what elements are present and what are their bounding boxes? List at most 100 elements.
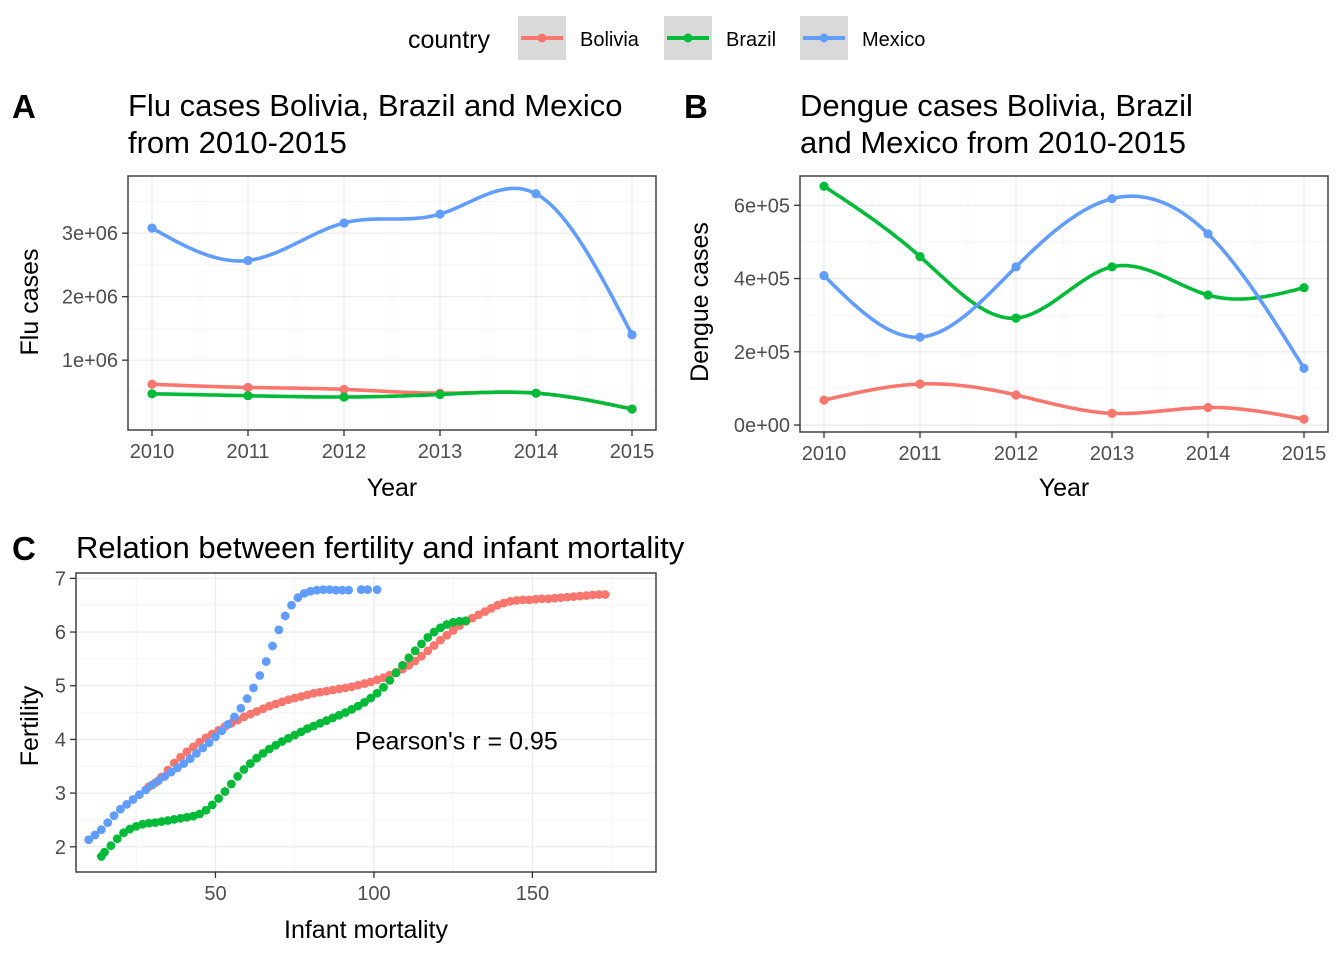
panel-b-x-axis-label: Year bbox=[1039, 474, 1090, 502]
data-point-brazil bbox=[1299, 283, 1309, 293]
data-point-brazil bbox=[410, 646, 420, 656]
data-point-mexico bbox=[160, 772, 170, 781]
data-point-mexico bbox=[255, 671, 265, 680]
panel-b-dengue-chart: B Dengue cases Bolivia, Brazil and Mexic… bbox=[684, 88, 1329, 502]
x-tick-label: 2011 bbox=[226, 441, 269, 463]
data-point-bolivia bbox=[404, 660, 414, 670]
data-point-brazil bbox=[147, 389, 157, 399]
panel-c-tag: C bbox=[12, 530, 36, 567]
data-point-bolivia bbox=[550, 593, 559, 603]
panel-a-y-axis-label: Flu cases bbox=[16, 249, 44, 356]
data-point-brazil bbox=[1107, 262, 1117, 272]
data-point-brazil bbox=[252, 753, 262, 763]
x-tick-label: 150 bbox=[516, 883, 549, 905]
data-point-bolivia bbox=[448, 626, 458, 635]
data-point-mexico bbox=[287, 600, 296, 610]
panel-c-plot-area: 50 100 150 2 3 4 5 6 7 Pearson's r = 0.95 bbox=[55, 568, 657, 905]
data-point-bolivia bbox=[442, 630, 452, 640]
y-tick-label: 2e+05 bbox=[734, 342, 790, 364]
data-point-brazil bbox=[417, 639, 426, 649]
data-point-mexico bbox=[1011, 262, 1021, 272]
y-tick-label: 5 bbox=[55, 676, 66, 698]
x-tick-label: 2013 bbox=[1090, 443, 1135, 465]
data-point-mexico bbox=[242, 694, 252, 704]
panel-b-title-line-2: and Mexico from 2010-2015 bbox=[800, 125, 1186, 160]
data-point-bolivia bbox=[543, 594, 553, 604]
data-point-brazil bbox=[96, 852, 106, 861]
data-point-brazil bbox=[207, 800, 217, 810]
panel-border bbox=[799, 175, 1329, 433]
data-point-brazil bbox=[150, 818, 160, 828]
data-point-mexico bbox=[249, 683, 258, 693]
x-tick-label: 50 bbox=[204, 883, 226, 905]
data-point-mexico bbox=[299, 588, 309, 598]
data-point-mexico bbox=[337, 585, 347, 595]
x-tick-label: 2015 bbox=[1282, 443, 1327, 465]
data-point-brazil bbox=[112, 834, 122, 844]
data-point-brazil bbox=[239, 765, 249, 774]
data-point-brazil bbox=[366, 693, 376, 703]
data-point-bolivia bbox=[436, 635, 445, 645]
x-tick-label: 100 bbox=[357, 883, 390, 905]
data-point-brazil bbox=[436, 623, 445, 633]
data-point-mexico bbox=[325, 585, 334, 595]
y-tick-label: 6 bbox=[55, 622, 66, 644]
data-point-mexico bbox=[154, 776, 163, 786]
data-point-brazil bbox=[258, 748, 268, 758]
y-tick-label: 0e+00 bbox=[734, 415, 790, 437]
data-point-bolivia bbox=[581, 591, 591, 600]
data-point-brazil bbox=[119, 828, 128, 838]
data-point-brazil bbox=[277, 737, 287, 746]
data-point-bolivia bbox=[1299, 414, 1309, 424]
data-point-mexico bbox=[819, 271, 829, 281]
panel-b-tag: B bbox=[684, 88, 708, 125]
x-tick-label: 2010 bbox=[802, 443, 847, 465]
data-point-brazil bbox=[404, 653, 414, 663]
data-point-mexico bbox=[356, 585, 366, 595]
data-point-mexico bbox=[122, 799, 132, 809]
panel-b-title-line-1: Dengue cases Bolivia, Brazil bbox=[800, 88, 1193, 123]
data-point-bolivia bbox=[524, 595, 534, 605]
data-point-brazil bbox=[264, 744, 274, 754]
data-point-mexico bbox=[103, 818, 113, 828]
legend-item-mexico: Mexico bbox=[800, 16, 925, 60]
data-point-brazil bbox=[819, 181, 829, 191]
data-point-mexico bbox=[204, 738, 214, 748]
data-point-brazil bbox=[391, 668, 401, 678]
data-point-mexico bbox=[211, 732, 220, 742]
data-point-brazil bbox=[243, 391, 253, 401]
series-line-mexico bbox=[822, 194, 1306, 370]
x-tick-label: 2011 bbox=[898, 443, 941, 465]
data-point-brazil bbox=[627, 404, 637, 414]
data-point-mexico bbox=[134, 790, 144, 800]
data-point-brazil bbox=[125, 824, 135, 834]
data-point-mexico bbox=[339, 218, 349, 228]
data-point-mexico bbox=[179, 759, 189, 768]
data-point-mexico bbox=[372, 585, 382, 595]
y-tick-label: 4 bbox=[55, 729, 66, 751]
data-point-mexico bbox=[84, 835, 94, 845]
data-point-bolivia bbox=[588, 590, 598, 600]
data-point-mexico bbox=[96, 825, 106, 834]
data-point-brazil bbox=[379, 682, 388, 692]
panel-c-x-axis-label: Infant mortality bbox=[284, 916, 448, 944]
data-point-brazil bbox=[271, 740, 281, 750]
data-point-mexico bbox=[261, 657, 271, 666]
data-point-mexico bbox=[1203, 229, 1213, 239]
data-point-bolivia bbox=[1203, 402, 1213, 413]
data-point-mexico bbox=[268, 641, 277, 651]
data-point-brazil bbox=[398, 660, 407, 670]
data-point-bolivia bbox=[600, 590, 610, 599]
data-point-brazil bbox=[1011, 313, 1021, 323]
x-tick-label: 2014 bbox=[514, 441, 559, 463]
data-point-mexico bbox=[147, 223, 157, 233]
panel-a-x-axis-label: Year bbox=[367, 474, 418, 502]
y-tick-label: 1e+06 bbox=[62, 350, 118, 372]
data-point-brazil bbox=[201, 805, 211, 815]
data-point-bolivia bbox=[182, 747, 192, 757]
panel-b-plot-area: 2010 2011 2012 2013 2014 2015 0e+00 2e+05 4e+05 6… bbox=[734, 175, 1329, 465]
data-point-bolivia bbox=[339, 384, 349, 394]
legend-dot-brazil bbox=[683, 33, 693, 43]
legend-label-mexico: Mexico bbox=[862, 29, 925, 51]
